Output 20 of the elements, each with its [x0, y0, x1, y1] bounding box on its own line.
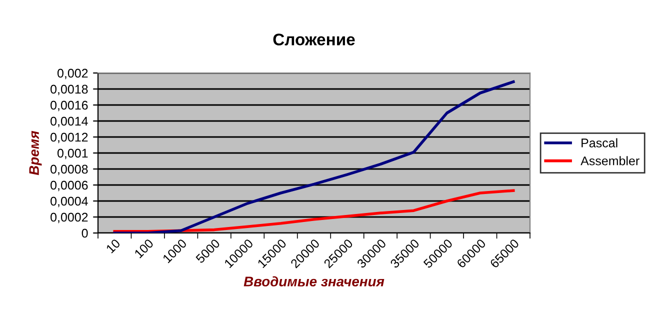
y-tick-label: 0: [82, 228, 88, 238]
y-tick-label: 0,0012: [50, 132, 88, 144]
y-tick-label: 0,0002: [50, 212, 88, 224]
x-axis-title: Вводимые значения: [244, 276, 384, 286]
x-tick-label: 10: [106, 238, 121, 254]
line-series: [113, 80, 515, 233]
x-tick-label: 100: [134, 238, 154, 258]
y-tick-label: 0,0008: [50, 164, 88, 176]
legend-label: Pascal: [582, 138, 618, 148]
y-tick-label: 0,0004: [50, 196, 88, 208]
y-tick-label: 0,0018: [50, 84, 88, 96]
line-series: [113, 189, 515, 233]
y-tick-label: 0,0016: [50, 100, 88, 112]
y-tick-label: 0,002: [57, 68, 88, 80]
chart-title: Сложение: [273, 34, 355, 46]
y-axis-title: Время: [29, 130, 42, 176]
legend-label: Assembler: [580, 156, 640, 166]
y-tick-label: 0,0014: [50, 116, 88, 128]
y-tick-label: 0,001: [57, 148, 88, 160]
y-tick-label: 0,0006: [50, 180, 88, 192]
